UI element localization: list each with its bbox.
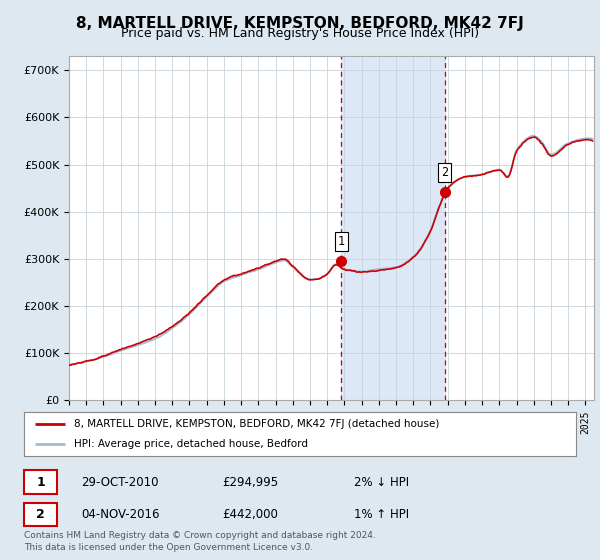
Text: 29-OCT-2010: 29-OCT-2010	[81, 475, 158, 489]
Text: £442,000: £442,000	[222, 508, 278, 521]
Text: 1: 1	[338, 235, 345, 248]
Text: 8, MARTELL DRIVE, KEMPSTON, BEDFORD, MK42 7FJ (detached house): 8, MARTELL DRIVE, KEMPSTON, BEDFORD, MK4…	[74, 419, 439, 429]
Text: 2: 2	[36, 508, 45, 521]
Text: 1: 1	[36, 475, 45, 489]
Text: 2: 2	[442, 166, 448, 179]
Text: HPI: Average price, detached house, Bedford: HPI: Average price, detached house, Bedf…	[74, 439, 308, 449]
Text: £294,995: £294,995	[222, 475, 278, 489]
Text: 04-NOV-2016: 04-NOV-2016	[81, 508, 160, 521]
Text: Price paid vs. HM Land Registry's House Price Index (HPI): Price paid vs. HM Land Registry's House …	[121, 27, 479, 40]
Text: 2% ↓ HPI: 2% ↓ HPI	[354, 475, 409, 489]
Text: 1% ↑ HPI: 1% ↑ HPI	[354, 508, 409, 521]
Text: 8, MARTELL DRIVE, KEMPSTON, BEDFORD, MK42 7FJ: 8, MARTELL DRIVE, KEMPSTON, BEDFORD, MK4…	[76, 16, 524, 31]
Text: Contains HM Land Registry data © Crown copyright and database right 2024.
This d: Contains HM Land Registry data © Crown c…	[24, 531, 376, 552]
Bar	[341, 56, 445, 400]
